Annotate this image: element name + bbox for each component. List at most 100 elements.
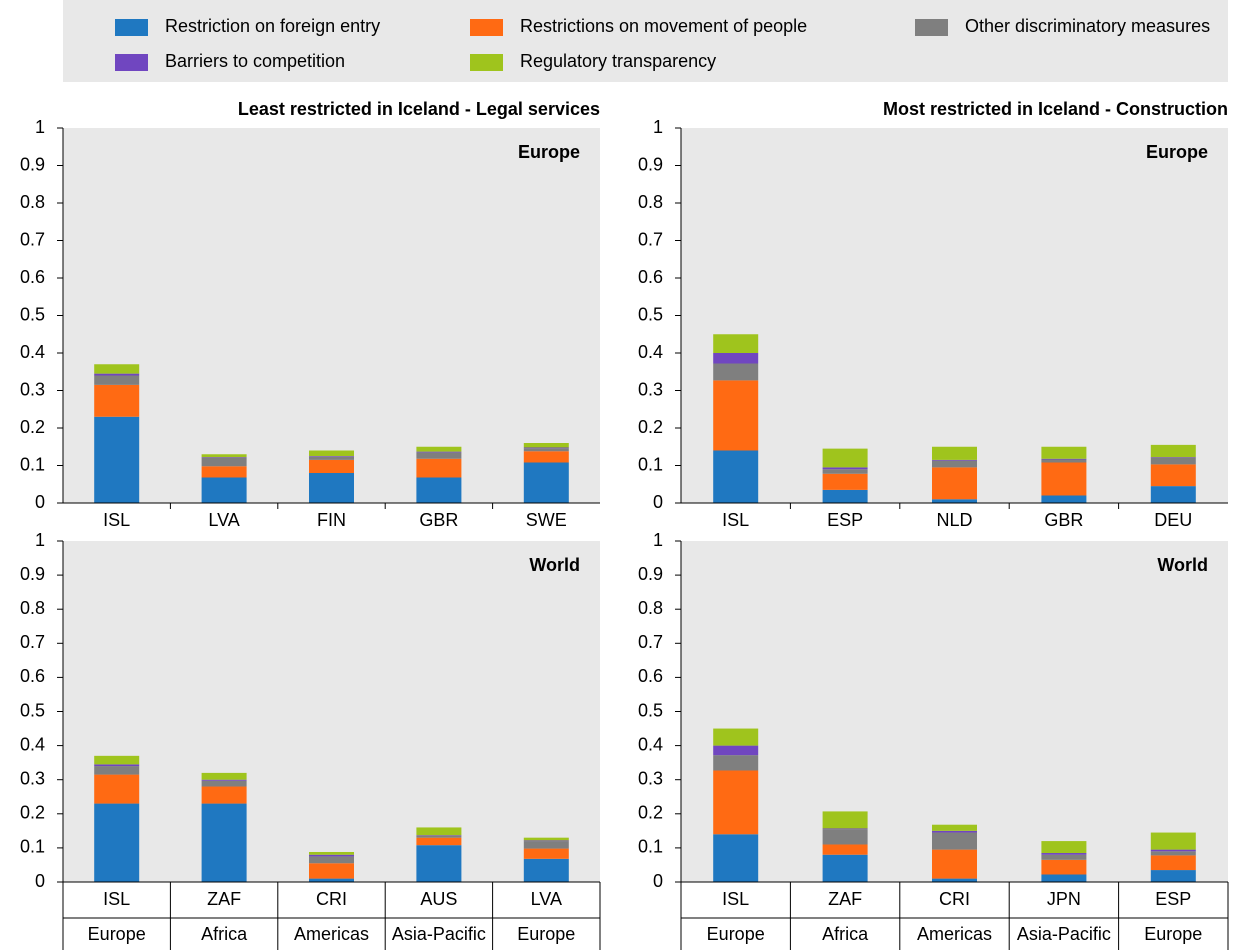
bar-segment (713, 363, 759, 381)
bar-segment (416, 458, 462, 478)
x-tick-label: ISL (722, 889, 749, 909)
bar-segment (932, 824, 977, 831)
bar-segment (94, 803, 140, 882)
y-tick-label: 0.4 (638, 734, 663, 754)
x-tick-label: CRI (939, 889, 970, 909)
x-group-label: Africa (822, 924, 869, 944)
bar-segment (309, 456, 354, 457)
y-tick-label: 0.1 (638, 837, 663, 857)
bar-segment (309, 878, 354, 882)
bar-segment (1041, 446, 1087, 459)
y-tick-label: 0.4 (20, 734, 45, 754)
x-group-label: Asia-Pacific (1017, 924, 1111, 944)
x-group-label: Europe (517, 924, 575, 944)
bar-segment (201, 780, 247, 787)
legend-box (63, 0, 1228, 82)
legend-swatch (115, 19, 148, 36)
bar-segment (523, 462, 569, 503)
panel-subtitle: Most restricted in Iceland - Constructio… (883, 99, 1228, 119)
x-tick-label: NLD (936, 510, 972, 530)
bar-segment (201, 477, 247, 503)
bar-segment (416, 451, 462, 453)
y-tick-label: 0.8 (638, 192, 663, 212)
y-tick-label: 0.5 (20, 700, 45, 720)
y-tick-label: 0.7 (20, 229, 45, 249)
y-tick-label: 0.6 (20, 666, 45, 686)
bar-segment (713, 755, 759, 771)
bar-segment (416, 446, 462, 452)
bar-segment (309, 851, 354, 855)
x-group-label: Asia-Pacific (392, 924, 486, 944)
bar-segment (309, 856, 354, 864)
y-tick-label: 0.7 (20, 632, 45, 652)
bar-segment (713, 834, 759, 882)
x-tick-label: LVA (208, 510, 239, 530)
bar-segment (1041, 462, 1087, 496)
bar-segment (94, 375, 140, 385)
bar-segment (94, 774, 140, 804)
y-tick-label: 0.9 (20, 564, 45, 584)
y-tick-label: 0.5 (20, 304, 45, 324)
y-tick-label: 0.2 (638, 417, 663, 437)
x-tick-label: ESP (827, 510, 863, 530)
y-tick-label: 0.5 (638, 304, 663, 324)
bar-segment (416, 827, 462, 836)
y-tick-label: 0 (35, 492, 45, 512)
y-tick-label: 0 (35, 871, 45, 891)
bar-segment (201, 457, 247, 458)
bar-segment (713, 745, 759, 756)
bar-segment (94, 755, 140, 765)
bar-segment (822, 467, 868, 470)
x-tick-label: JPN (1047, 889, 1081, 909)
x-tick-label: GBR (1044, 510, 1083, 530)
bar-segment (932, 467, 977, 500)
bar-segment (523, 840, 569, 842)
bar-segment (523, 848, 569, 859)
x-tick-label: ISL (103, 510, 130, 530)
bar-segment (416, 835, 462, 838)
y-tick-label: 0.6 (20, 267, 45, 287)
bar-segment (94, 373, 140, 376)
bar-segment (523, 837, 569, 841)
bar-segment (201, 779, 247, 781)
bar-segment (1041, 874, 1087, 882)
bar-segment (1150, 832, 1196, 850)
x-group-label: Europe (1144, 924, 1202, 944)
bar-segment (713, 450, 759, 503)
bar-segment (1041, 495, 1087, 503)
bar-segment (932, 459, 977, 461)
bar-segment (309, 456, 354, 460)
bar-segment (932, 832, 977, 850)
legend-swatch (915, 19, 948, 36)
y-tick-label: 0.3 (638, 768, 663, 788)
x-tick-label: ISL (103, 889, 130, 909)
bar-segment (523, 451, 569, 463)
y-tick-label: 0.9 (20, 154, 45, 174)
bar-segment (1150, 458, 1196, 465)
bar-segment (1041, 841, 1087, 854)
x-tick-label: ZAF (207, 889, 241, 909)
y-tick-label: 0.3 (20, 768, 45, 788)
bar-segment (713, 334, 759, 353)
bar-segment (932, 499, 977, 503)
bar-segment (1150, 486, 1196, 503)
bar-segment (932, 446, 977, 460)
bar-segment (932, 460, 977, 468)
y-tick-label: 0.8 (20, 192, 45, 212)
bar-segment (932, 830, 977, 833)
x-group-label: Europe (707, 924, 765, 944)
x-tick-label: ISL (722, 510, 749, 530)
bar-segment (713, 380, 759, 451)
x-tick-label: FIN (317, 510, 346, 530)
bar-segment (932, 878, 977, 882)
x-group-label: Africa (201, 924, 248, 944)
bar-segment (1150, 457, 1196, 458)
bar-segment (822, 844, 868, 855)
bar-segment (309, 450, 354, 457)
x-tick-label: AUS (420, 889, 457, 909)
bar-segment (94, 416, 140, 503)
legend-label: Restriction on foreign entry (165, 16, 380, 36)
bar-segment (1150, 849, 1196, 852)
x-group-label: Americas (294, 924, 369, 944)
